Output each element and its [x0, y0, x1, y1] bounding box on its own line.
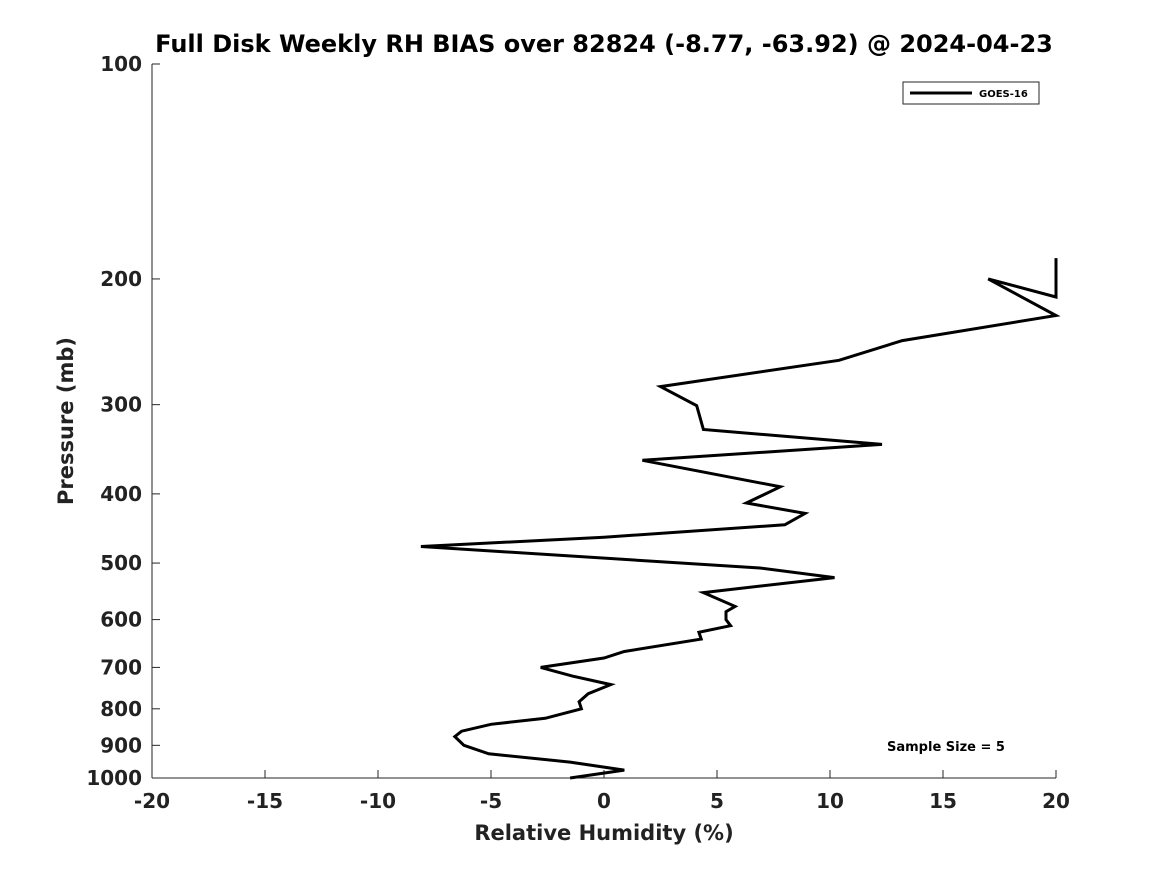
series-layer [420, 258, 1061, 780]
legend-label-goes-16: GOES-16 [979, 89, 1028, 100]
x-tick-label: 0 [597, 789, 611, 813]
x-tick-label: -15 [247, 789, 283, 813]
y-tick-label: 1000 [86, 766, 142, 790]
y-tick-label: 400 [100, 482, 142, 506]
x-tick-label: 20 [1042, 789, 1070, 813]
y-tick-label: 300 [100, 393, 142, 417]
sample-size-annotation: Sample Size = 5 [887, 740, 1005, 755]
y-tick-label: 100 [100, 52, 142, 76]
y-tick-label: 900 [100, 733, 142, 757]
x-tick-label: 5 [710, 789, 724, 813]
y-tick-label: 600 [100, 608, 142, 632]
y-tick-label: 500 [100, 551, 142, 575]
x-tick-label: 10 [816, 789, 844, 813]
series-line-goes-16 [420, 258, 1061, 780]
y-tick-label: 200 [100, 267, 142, 291]
x-tick-label: -10 [360, 789, 396, 813]
x-tick-label: 15 [929, 789, 957, 813]
y-axis-ticks: 100 200 300 400 500 600 700 800 900 1000 [86, 52, 160, 790]
y-axis-label: Pressure (mb) [54, 337, 78, 505]
y-tick-label: 700 [100, 655, 142, 679]
y-tick-label: 800 [100, 697, 142, 721]
x-axis-ticks: -20 -15 -10 -5 0 5 10 15 20 [134, 770, 1070, 813]
legend: GOES-16 [902, 81, 1040, 105]
x-tick-label: -20 [134, 789, 170, 813]
x-axis-label: Relative Humidity (%) [474, 821, 733, 845]
chart-title: Full Disk Weekly RH BIAS over 82824 (-8.… [155, 30, 1053, 58]
x-tick-label: -5 [480, 789, 502, 813]
